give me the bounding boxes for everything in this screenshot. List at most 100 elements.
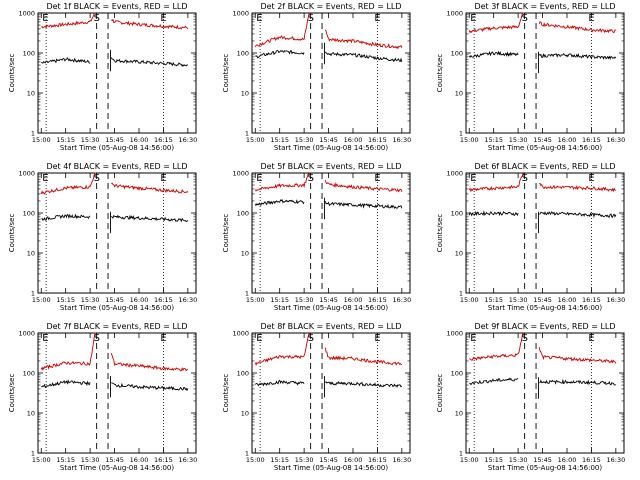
x-tick-label: 15:30 [509,296,528,304]
x-tick-label: 15:15 [270,296,289,304]
interval-marker-label: E [42,333,48,344]
y-tick-label: 1000 [446,10,463,18]
events-series-line [255,42,403,65]
lld-series-line [468,172,616,193]
x-tick-label: 16:00 [130,296,149,304]
y-tick-label: 100 [23,370,35,378]
x-tick-label: 15:30 [295,136,314,144]
plot-title: Det 3f BLACK = Events, RED = LLD [474,2,615,11]
interval-marker-label: S [308,13,314,24]
y-tick-label: 10 [27,250,35,258]
x-tick-label: 16:00 [130,456,149,464]
y-tick-label: 1 [245,450,249,458]
interval-marker-label: S [94,13,100,24]
detector-plot-8: Det 8f BLACK = Events, RED = LLD 1 10 100 10… [222,322,411,472]
y-axis-label: Counts/sec [436,54,444,93]
interval-marker-label: S [308,173,314,184]
x-tick-label: 16:00 [558,296,577,304]
plot-frame [251,172,411,294]
x-tick-label: 16:30 [606,456,625,464]
lld-series-line [254,12,403,50]
x-tick-label: 15:15 [270,136,289,144]
events-series-line [41,49,188,72]
plot-title: Det 5f BLACK = Events, RED = LLD [260,162,401,171]
x-tick-label: 15:45 [533,296,552,304]
lld-series-line [40,172,189,195]
plot-title: Det 2f BLACK = Events, RED = LLD [260,2,401,11]
x-tick-label: 15:45 [319,456,338,464]
interval-marker-label: S [522,173,528,184]
y-tick-label: 1000 [446,330,463,338]
detector-plot-7: Det 7f BLACK = Events, RED = LLD 1 10 100 10… [8,322,197,472]
y-axis-label: Counts/sec [8,214,16,253]
x-axis-label: Start Time (05-Aug-08 14:56:00) [60,464,174,472]
x-tick-label: 15:45 [105,456,124,464]
x-tick-label: 16:15 [368,456,387,464]
x-tick-label: 16:00 [344,296,363,304]
x-tick-label: 15:30 [81,136,100,144]
events-series-line [468,50,617,74]
y-tick-label: 10 [241,90,249,98]
x-axis-label: Start Time (05-Aug-08 14:56:00) [274,304,388,312]
y-axis-label: Counts/sec [222,214,230,253]
x-tick-label: 16:30 [178,296,197,304]
x-tick-label: 16:00 [344,136,363,144]
x-tick-label: 15:30 [81,456,100,464]
lld-series-line [254,332,402,366]
x-tick-label: 15:15 [484,296,503,304]
events-series-line [469,377,616,399]
plot-frame [465,332,625,454]
detector-plot-3: Det 3f BLACK = Events, RED = LLD 1 10 100 10… [436,2,625,152]
x-tick-label: 16:30 [178,456,197,464]
interval-marker-label: E [588,13,594,24]
interval-marker-label: E [160,13,166,24]
x-axis-label: Start Time (05-Aug-08 14:56:00) [60,304,174,312]
x-tick-label: 15:30 [295,456,314,464]
y-tick-label: 100 [237,210,249,218]
plot-frame [465,12,625,134]
x-tick-label: 15:45 [533,136,552,144]
lld-series-line [469,332,617,364]
x-tick-label: 16:30 [606,296,625,304]
y-axis-label: Counts/sec [8,54,16,93]
y-axis-label: Counts/sec [436,374,444,413]
plot-title: Det 9f BLACK = Events, RED = LLD [474,322,615,331]
interval-marker-label: E [588,173,594,184]
interval-marker-label: E [256,173,262,184]
x-tick-label: 15:45 [533,456,552,464]
y-tick-label: 1000 [18,330,35,338]
x-tick-label: 16:15 [582,136,601,144]
x-tick-label: 16:00 [558,456,577,464]
x-tick-label: 15:45 [319,296,338,304]
interval-marker-label: S [94,173,100,184]
x-tick-label: 15:30 [509,136,528,144]
y-tick-label: 1000 [18,170,35,178]
plot-frame [251,332,411,454]
x-tick-label: 16:15 [582,456,601,464]
x-axis-label: Start Time (05-Aug-08 14:56:00) [274,464,388,472]
x-tick-label: 16:00 [344,456,363,464]
x-tick-label: 15:00 [460,136,479,144]
interval-marker-label: S [94,333,100,344]
y-tick-label: 10 [27,410,35,418]
events-series-line [41,376,189,398]
plot-title: Det 8f BLACK = Events, RED = LLD [260,322,401,331]
x-tick-label: 15:00 [246,136,265,144]
x-tick-label: 15:15 [270,456,289,464]
x-tick-label: 15:30 [509,456,528,464]
interval-marker-label: E [256,13,262,24]
x-tick-label: 15:30 [295,296,314,304]
y-axis-label: Counts/sec [436,214,444,253]
x-axis-label: Start Time (05-Aug-08 14:56:00) [488,144,602,152]
interval-marker-label: E [160,173,166,184]
detector-plot-1: Det 1f BLACK = Events, RED = LLD 1 10 100 10… [8,2,197,152]
lld-series-line [468,12,616,34]
x-tick-label: 15:00 [246,296,265,304]
interval-marker-label: E [588,333,594,344]
x-tick-label: 15:00 [460,456,479,464]
plot-title: Det 4f BLACK = Events, RED = LLD [46,162,187,171]
x-tick-label: 16:15 [154,136,173,144]
x-tick-label: 16:30 [392,136,411,144]
x-tick-label: 16:15 [154,456,173,464]
y-tick-label: 100 [237,50,249,58]
